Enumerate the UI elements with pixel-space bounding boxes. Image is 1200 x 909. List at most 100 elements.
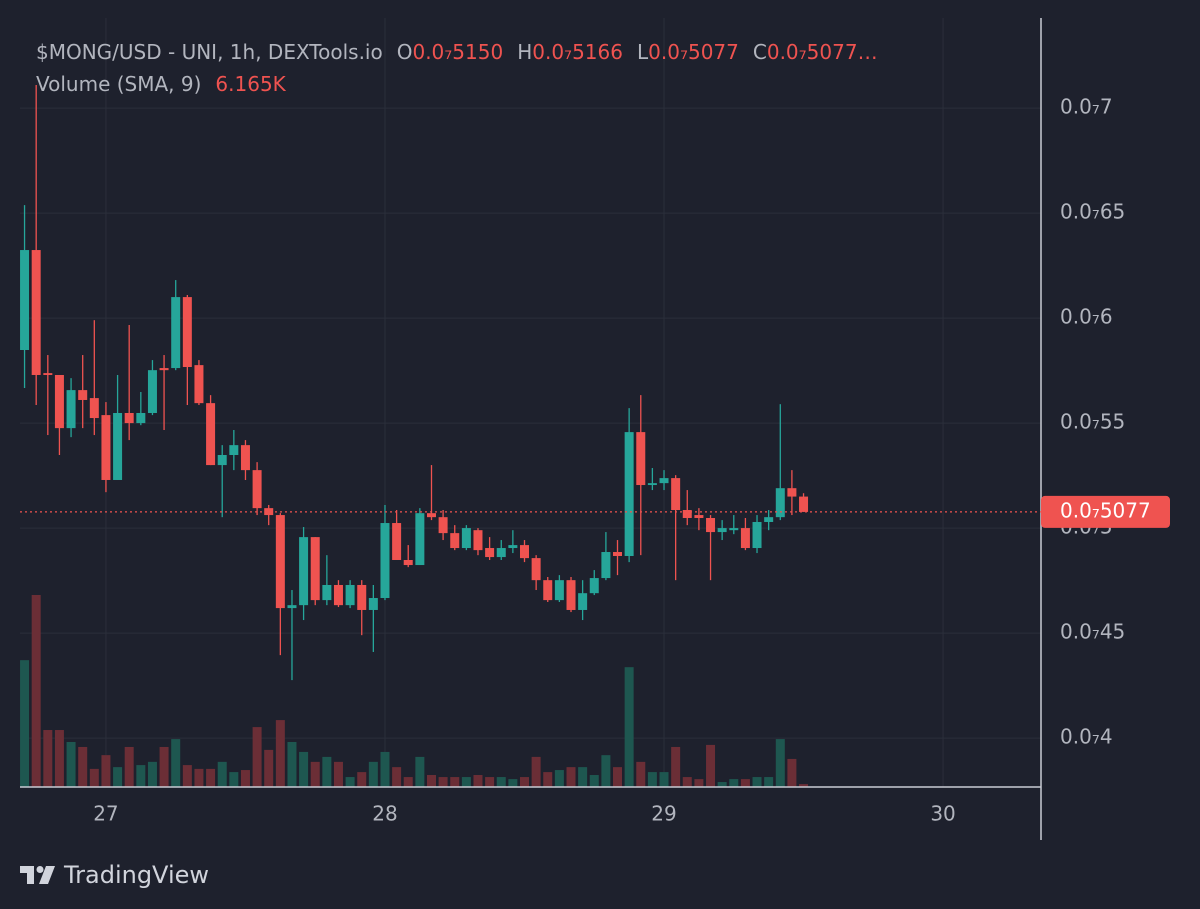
candle-body [136,412,146,424]
volume-bar [415,756,425,787]
y-tick-label: 0.0₇45 [1060,620,1125,644]
candle-body [461,528,471,549]
candle-body [78,390,88,400]
volume-bar [43,730,53,787]
volume-bar [485,777,495,787]
candle-body [624,432,634,557]
c-value: 0.0₇5077… [766,40,878,64]
candle-body [101,415,111,480]
candle-body [403,559,413,566]
volume-bar [136,765,146,787]
candle-body [252,470,262,509]
volume-bar [287,741,297,787]
volume-bar [229,772,239,787]
candle-body [217,454,227,466]
volume-bar [601,755,611,787]
volume-bar [450,777,460,787]
x-tick-label: 28 [372,802,397,826]
candle-body [368,598,378,610]
volume-bar [113,767,123,787]
candle-body [171,297,181,369]
volume-bar [647,772,657,787]
volume-bar [554,770,564,787]
volume-bar [799,784,809,787]
candle-body [636,432,646,486]
candle-body [54,374,64,429]
candle-body [485,548,495,558]
volume-bar [543,772,553,787]
candle-body [310,537,320,601]
candles [20,84,809,681]
last-price-box [1041,495,1170,528]
volume-bar [380,751,390,787]
volume-bar [764,777,774,787]
candle-body [671,478,681,511]
candle-body [392,523,402,560]
candle-body [299,537,309,606]
candle-body [287,605,297,609]
y-tick-label: 0.0₇65 [1060,200,1125,224]
candle-body [89,398,99,419]
legend-row: $MONG/USD - UNI, 1h, DEXTools.io O0.0₇515… [36,36,878,68]
candle-body [566,580,576,610]
candle-body [740,528,750,549]
volume-bar [566,767,576,787]
volume-bar [496,777,506,787]
candle-body [496,548,506,558]
candle-body [182,297,192,368]
candle-body [113,412,123,480]
candle-body [543,580,553,601]
candle-body [124,412,134,424]
volume-bar [438,777,448,787]
candle-body [531,558,541,581]
grid [20,18,1041,787]
candle-body [20,250,30,351]
volume-bar [520,777,530,787]
c-label: C [752,40,767,64]
y-tick-label: 0.0₇4 [1060,725,1113,749]
volume-bar [775,739,785,787]
candle-body [706,517,716,533]
volume-bar [613,767,623,787]
candle-body [578,593,588,610]
candle-body [206,403,216,466]
volume-bar [589,775,599,787]
candle-body [357,584,367,610]
volume-bar [147,761,157,787]
candle-body [775,488,785,518]
volume-bar [171,739,181,787]
h-label: H [517,40,533,64]
volume-bar [333,761,343,787]
volume-bar [729,779,739,787]
volume-bar [240,770,250,787]
candle-body [264,508,274,516]
volume-bar [473,775,483,787]
candle-body [240,445,250,471]
candle-body [613,552,623,557]
candle-body [229,445,239,455]
volume-bar [368,761,378,787]
l-label: L [636,40,649,64]
candle-body [322,584,332,601]
candle-body [333,584,343,606]
volume-bar [66,741,76,787]
volume-bar [54,730,64,787]
candle-body [194,365,204,404]
volume-bar [159,746,169,787]
axes: 0.0₇40.0₇450.0₇50.0₇550.0₇60.0₇650.0₇727… [20,95,1170,826]
volume-bar [682,777,692,787]
volume-bar [217,761,227,787]
volume-bar [706,744,716,787]
candle-body [508,545,518,549]
candle-body [601,552,611,579]
candle-body [415,513,425,566]
candle-body [473,530,483,551]
volume-bar [252,727,262,787]
candle-body [589,578,599,594]
legend: $MONG/USD - UNI, 1h, DEXTools.io O0.0₇515… [36,36,878,100]
last-price-label: 0.0₇5077 [1060,498,1151,522]
volume-bar [182,765,192,787]
legend-row: Volume (SMA, 9) 6.165K [36,68,878,100]
